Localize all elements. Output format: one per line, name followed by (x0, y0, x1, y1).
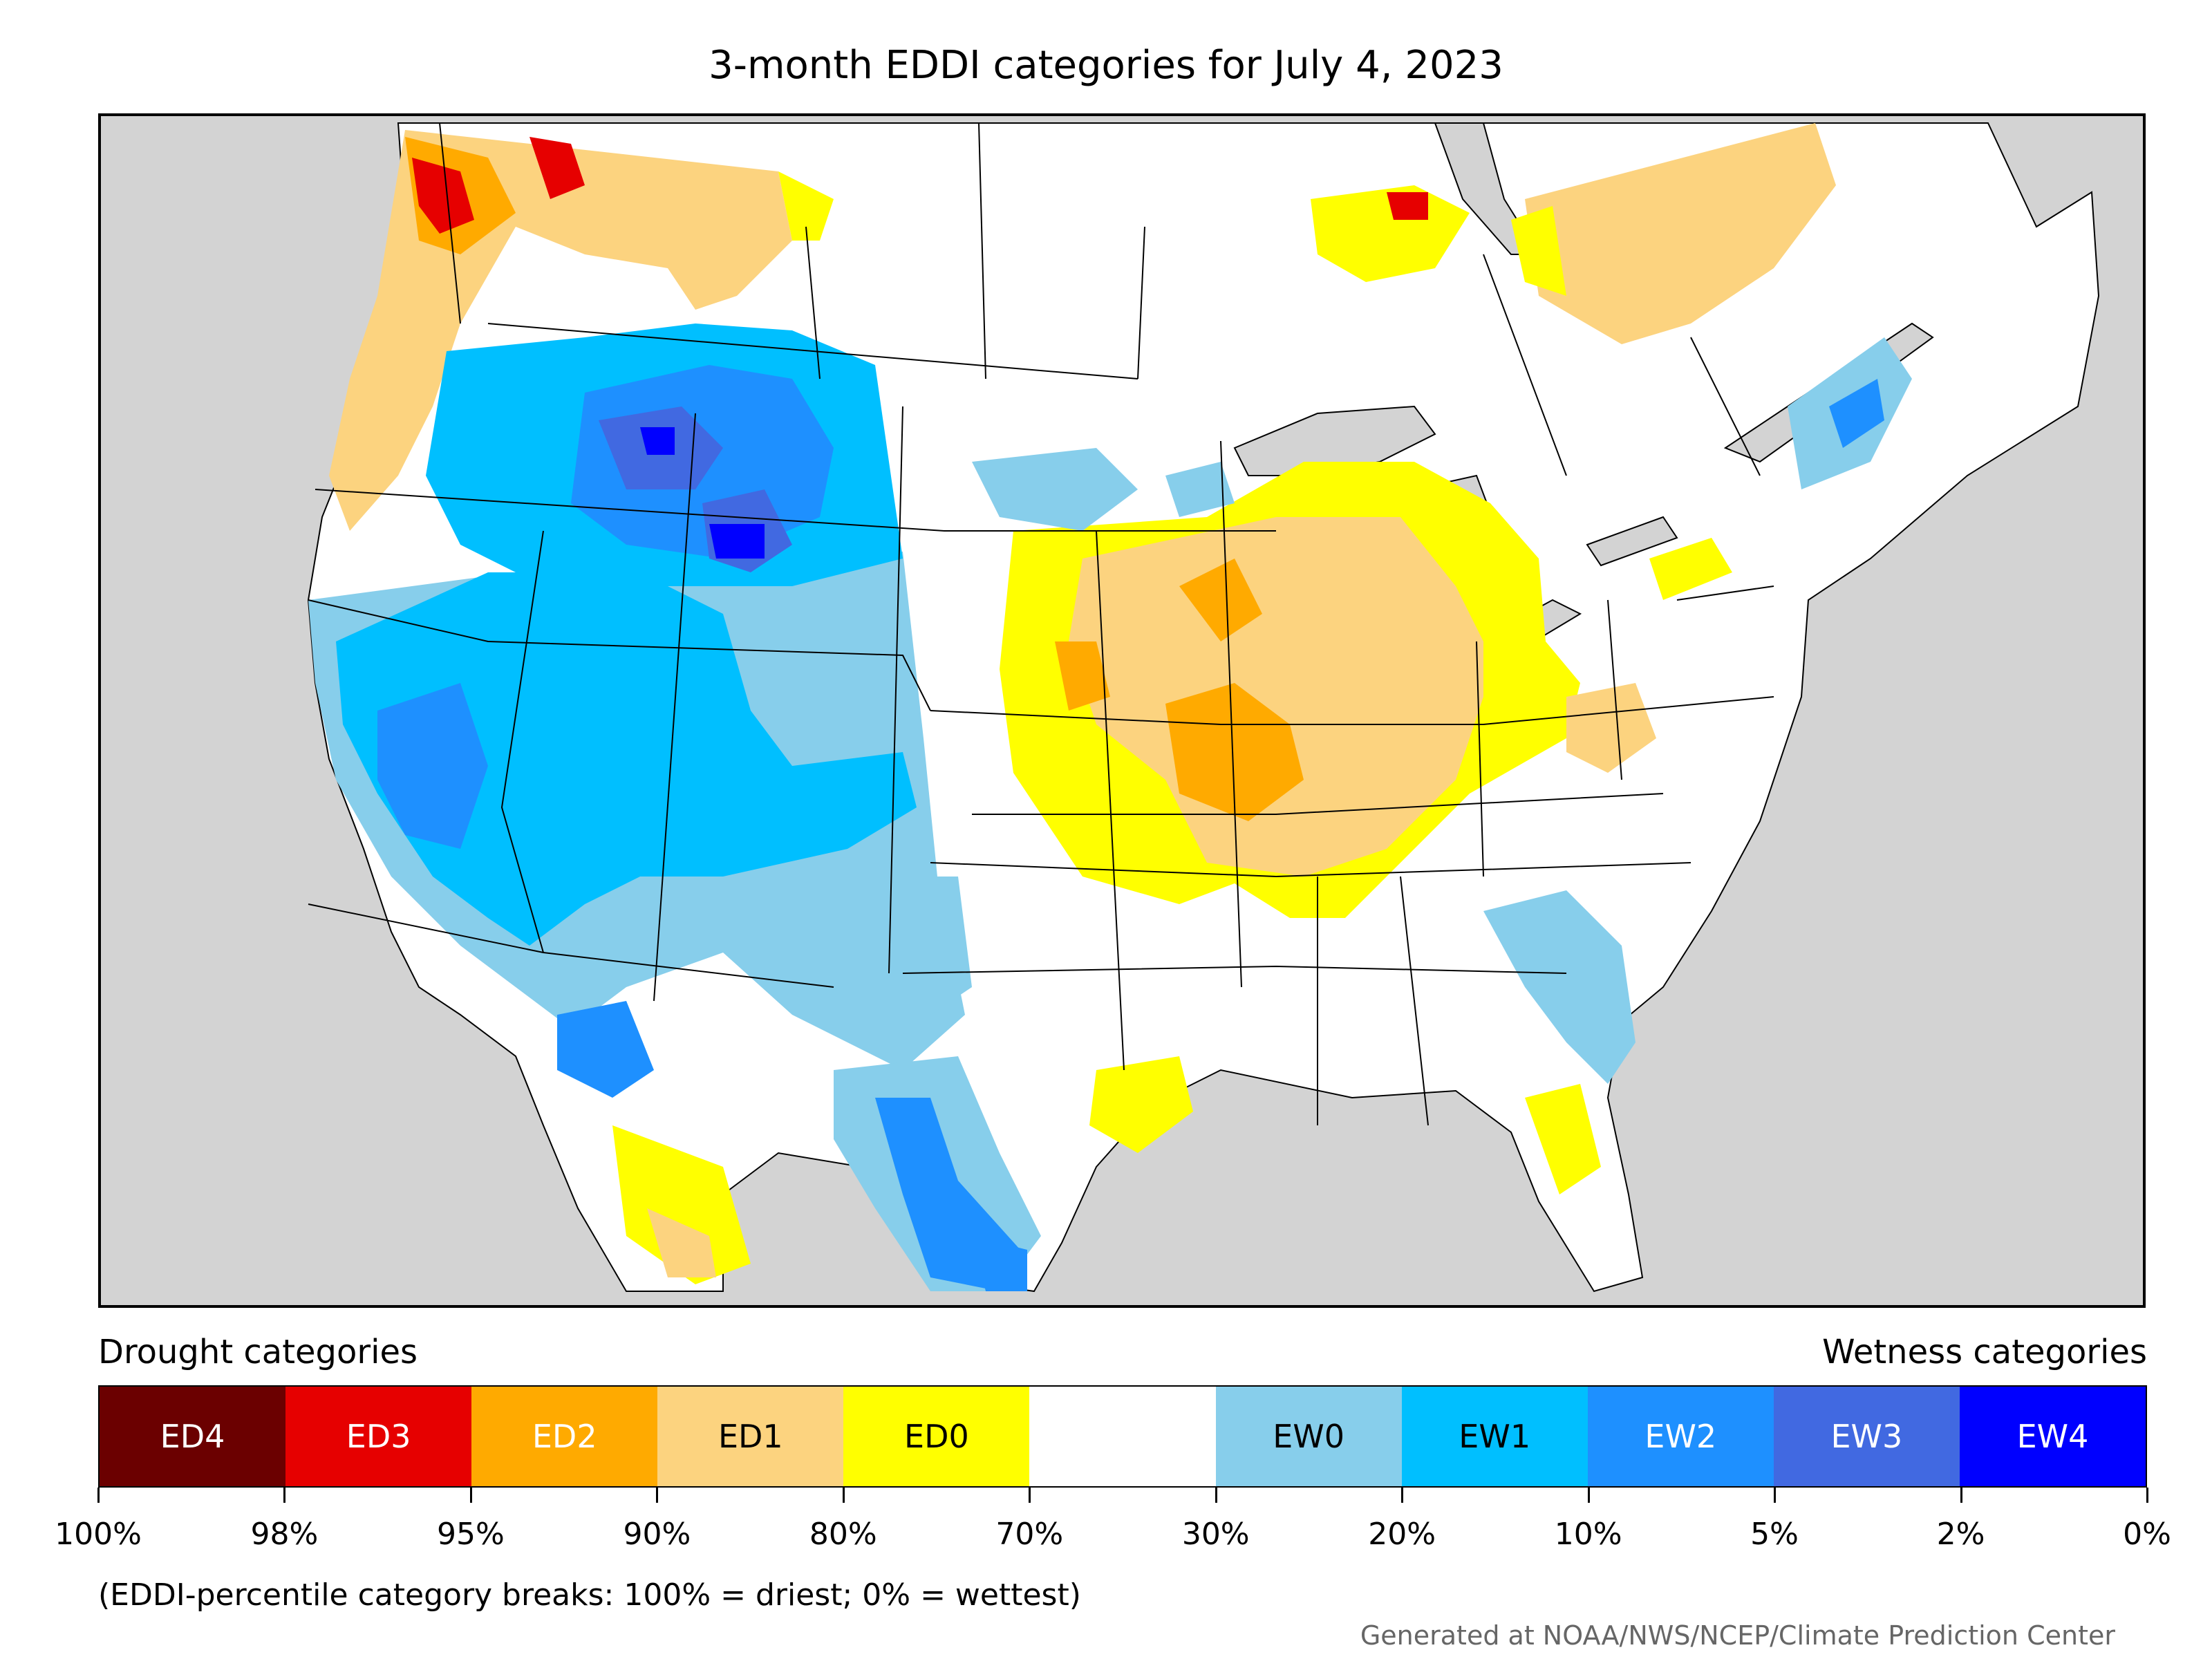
legend-swatch: EW2 (1587, 1387, 1774, 1486)
map-canvas (307, 122, 2100, 1293)
legend-swatch: EW1 (1401, 1387, 1588, 1486)
map-title: 3-month EDDI categories for July 4, 2023 (709, 43, 1503, 88)
legend-ticks (97, 1488, 2148, 1504)
legend-tick (1215, 1488, 1217, 1503)
legend-tick (842, 1488, 845, 1503)
legend-tick-label: 2% (1936, 1517, 1985, 1552)
legend-note: (EDDI-percentile category breaks: 100% =… (98, 1577, 1081, 1613)
legend-tick (469, 1488, 472, 1503)
legend-swatch: ED0 (843, 1387, 1030, 1486)
legend-tick (1401, 1488, 1404, 1503)
legend-swatch: EW0 (1215, 1387, 1402, 1486)
legend-tick-label: 20% (1368, 1517, 1436, 1552)
legend-tick (1774, 1488, 1777, 1503)
legend-swatch: EW4 (1959, 1387, 2146, 1486)
legend-swatch (1029, 1387, 1216, 1486)
legend-tick-label: 70% (995, 1517, 1064, 1552)
legend-tick (97, 1488, 100, 1503)
legend-tick-label: 95% (437, 1517, 505, 1552)
legend-swatch: ED1 (657, 1387, 844, 1486)
legend-tick (656, 1488, 659, 1503)
wetness-areas (308, 324, 1912, 1291)
wetness-categories-heading: Wetness categories (1822, 1333, 2147, 1371)
legend-swatch: ED2 (471, 1387, 658, 1486)
eddi-map (98, 113, 2146, 1308)
legend-swatch: ED3 (285, 1387, 472, 1486)
legend-tick-label: 90% (623, 1517, 691, 1552)
drought-categories-heading: Drought categories (98, 1333, 418, 1371)
credit-line: Generated at NOAA/NWS/NCEP/Climate Predi… (1360, 1620, 2115, 1651)
legend-swatch: ED4 (100, 1387, 286, 1486)
legend-tick (283, 1488, 286, 1503)
legend-tick-label: 30% (1181, 1517, 1250, 1552)
legend-tick-label: 0% (2123, 1517, 2171, 1552)
legend-swatch: EW3 (1773, 1387, 1960, 1486)
legend-tick-label: 80% (809, 1517, 877, 1552)
legend-tick (1960, 1488, 1962, 1503)
legend-colorbar: ED4 ED3 ED2 ED1 ED0 EW0 EW1 EW2 EW3 EW4 (98, 1385, 2147, 1488)
state-borders (308, 122, 1774, 1126)
legend-tick (2146, 1488, 2148, 1503)
legend-tick (1029, 1488, 1031, 1503)
drought-areas (329, 123, 1836, 1284)
legend-tick-label: 100% (55, 1517, 142, 1552)
legend-tick (1587, 1488, 1590, 1503)
legend-tick-label: 5% (1750, 1517, 1799, 1552)
legend-tick-label: 10% (1554, 1517, 1622, 1552)
legend-tick-label: 98% (250, 1517, 319, 1552)
